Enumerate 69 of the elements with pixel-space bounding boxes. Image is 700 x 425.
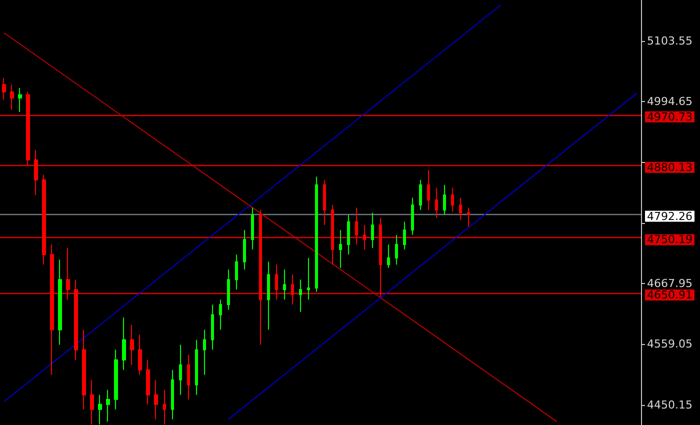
candlestick bbox=[138, 334, 142, 376]
candlestick bbox=[82, 329, 86, 410]
candlestick bbox=[259, 209, 262, 346]
candlestick bbox=[339, 230, 342, 268]
candlestick bbox=[114, 349, 118, 410]
candlestick bbox=[2, 77, 6, 100]
candlestick bbox=[243, 230, 246, 270]
candlestick bbox=[267, 261, 270, 330]
candlestick bbox=[427, 169, 430, 210]
candlestick bbox=[106, 389, 110, 422]
candlestick bbox=[355, 207, 358, 246]
candlestick bbox=[179, 344, 182, 396]
candlestick bbox=[171, 369, 174, 420]
candlestick bbox=[130, 324, 134, 366]
candlestick bbox=[347, 214, 350, 256]
candlestick bbox=[227, 269, 230, 310]
y-tick-label: 4450.15 bbox=[647, 398, 692, 412]
candlestick bbox=[10, 84, 14, 110]
candlestick bbox=[251, 207, 254, 250]
candlestick bbox=[387, 244, 390, 268]
y-tick-label: 5103.55 bbox=[647, 34, 692, 48]
candlestick bbox=[122, 316, 126, 370]
candlestick bbox=[331, 204, 334, 266]
candlestick bbox=[363, 224, 366, 250]
candlestick bbox=[74, 279, 78, 360]
candlestick bbox=[26, 91, 30, 166]
candlestick bbox=[299, 279, 302, 312]
candlestick bbox=[459, 197, 462, 221]
candlestick bbox=[187, 354, 190, 400]
candlestick bbox=[18, 88, 22, 112]
candlestick bbox=[203, 329, 206, 376]
candlestick bbox=[379, 217, 382, 298]
candlestick bbox=[323, 179, 326, 226]
candlestick bbox=[419, 179, 422, 210]
ref-line-label: 4880.13 bbox=[647, 160, 692, 174]
candlestick bbox=[163, 389, 166, 425]
candlestick bbox=[451, 187, 454, 212]
candlestick bbox=[195, 339, 198, 396]
candlestick bbox=[90, 379, 94, 425]
candlestick bbox=[42, 174, 46, 266]
candlestick bbox=[211, 304, 214, 350]
candlestick bbox=[307, 257, 310, 300]
y-tick-label: 4994.65 bbox=[647, 95, 692, 108]
ref-line-label: 4650.91 bbox=[647, 288, 692, 302]
ref-line-label: 4970.73 bbox=[647, 110, 692, 124]
y-tick-label: 4667.95 bbox=[647, 277, 692, 290]
candlestick bbox=[467, 207, 470, 228]
candlestick bbox=[34, 149, 38, 196]
candlestick bbox=[58, 259, 62, 346]
candlestick bbox=[98, 394, 102, 425]
candlestick bbox=[371, 212, 374, 248]
candlestick bbox=[50, 244, 54, 376]
candlestick bbox=[235, 254, 238, 290]
candlestick bbox=[275, 264, 278, 300]
candlestick bbox=[403, 221, 406, 250]
ref-line-label: 4750.19 bbox=[647, 233, 692, 246]
y-tick-label: 4559.05 bbox=[647, 338, 692, 351]
candlestick bbox=[283, 269, 286, 300]
candlestick bbox=[315, 176, 318, 292]
candlestick bbox=[443, 184, 446, 216]
candlestick bbox=[395, 234, 398, 266]
candlestick bbox=[154, 379, 158, 420]
candlestick bbox=[146, 359, 150, 405]
candlestick bbox=[435, 187, 438, 218]
ref-line-label: 4792.26 bbox=[647, 210, 692, 223]
candlestick bbox=[219, 299, 222, 330]
candlestick bbox=[291, 274, 294, 306]
candlestick bbox=[411, 197, 414, 236]
candlestick bbox=[66, 247, 70, 300]
